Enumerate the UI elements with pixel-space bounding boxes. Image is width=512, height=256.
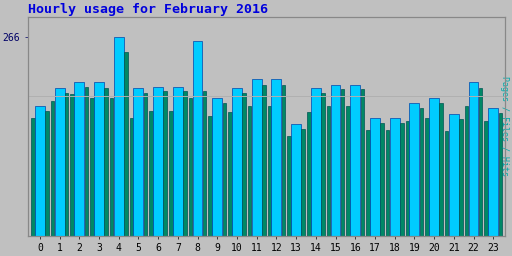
- Bar: [65, 93, 69, 236]
- Text: Hourly usage for February 2016: Hourly usage for February 2016: [28, 3, 268, 16]
- Bar: [189, 99, 192, 236]
- Bar: [341, 90, 345, 236]
- Bar: [360, 90, 364, 236]
- Bar: [311, 89, 321, 236]
- Bar: [163, 91, 167, 236]
- Bar: [169, 111, 173, 236]
- Bar: [130, 118, 133, 236]
- Bar: [144, 93, 147, 236]
- Bar: [268, 106, 271, 236]
- Bar: [124, 52, 127, 236]
- Bar: [150, 111, 153, 236]
- Bar: [347, 106, 350, 236]
- Bar: [287, 136, 291, 236]
- Bar: [445, 131, 449, 236]
- Bar: [208, 116, 212, 236]
- Bar: [439, 103, 443, 236]
- Bar: [228, 112, 231, 236]
- Bar: [104, 89, 108, 236]
- Bar: [331, 84, 340, 236]
- Bar: [410, 103, 419, 236]
- Bar: [465, 106, 468, 236]
- Bar: [271, 79, 281, 236]
- Bar: [252, 79, 262, 236]
- Bar: [193, 41, 202, 236]
- Bar: [35, 106, 45, 236]
- Bar: [429, 99, 439, 236]
- Bar: [499, 113, 502, 236]
- Bar: [212, 99, 222, 236]
- Bar: [459, 119, 463, 236]
- Y-axis label: Pages / Files / Hits: Pages / Files / Hits: [500, 76, 509, 176]
- Bar: [488, 108, 498, 236]
- Bar: [291, 124, 301, 236]
- Bar: [321, 93, 325, 236]
- Bar: [223, 103, 226, 236]
- Bar: [31, 118, 34, 236]
- Bar: [153, 87, 163, 236]
- Bar: [74, 82, 84, 236]
- Bar: [380, 123, 384, 236]
- Bar: [90, 99, 94, 236]
- Bar: [484, 121, 488, 236]
- Bar: [390, 118, 399, 236]
- Bar: [282, 84, 285, 236]
- Bar: [420, 108, 423, 236]
- Bar: [406, 121, 409, 236]
- Bar: [203, 91, 206, 236]
- Bar: [183, 91, 187, 236]
- Bar: [248, 106, 251, 236]
- Bar: [55, 89, 65, 236]
- Bar: [51, 101, 54, 236]
- Bar: [114, 37, 123, 236]
- Bar: [366, 130, 370, 236]
- Bar: [350, 84, 360, 236]
- Bar: [327, 106, 330, 236]
- Bar: [242, 93, 246, 236]
- Bar: [173, 87, 183, 236]
- Bar: [84, 87, 88, 236]
- Bar: [110, 99, 113, 236]
- Bar: [134, 89, 143, 236]
- Bar: [449, 114, 459, 236]
- Bar: [71, 94, 74, 236]
- Bar: [386, 130, 389, 236]
- Bar: [370, 118, 380, 236]
- Bar: [232, 89, 242, 236]
- Bar: [262, 84, 266, 236]
- Bar: [302, 129, 305, 236]
- Bar: [307, 112, 310, 236]
- Bar: [468, 82, 478, 236]
- Bar: [45, 111, 49, 236]
- Bar: [479, 89, 482, 236]
- Bar: [400, 123, 403, 236]
- Bar: [94, 82, 104, 236]
- Bar: [425, 118, 429, 236]
